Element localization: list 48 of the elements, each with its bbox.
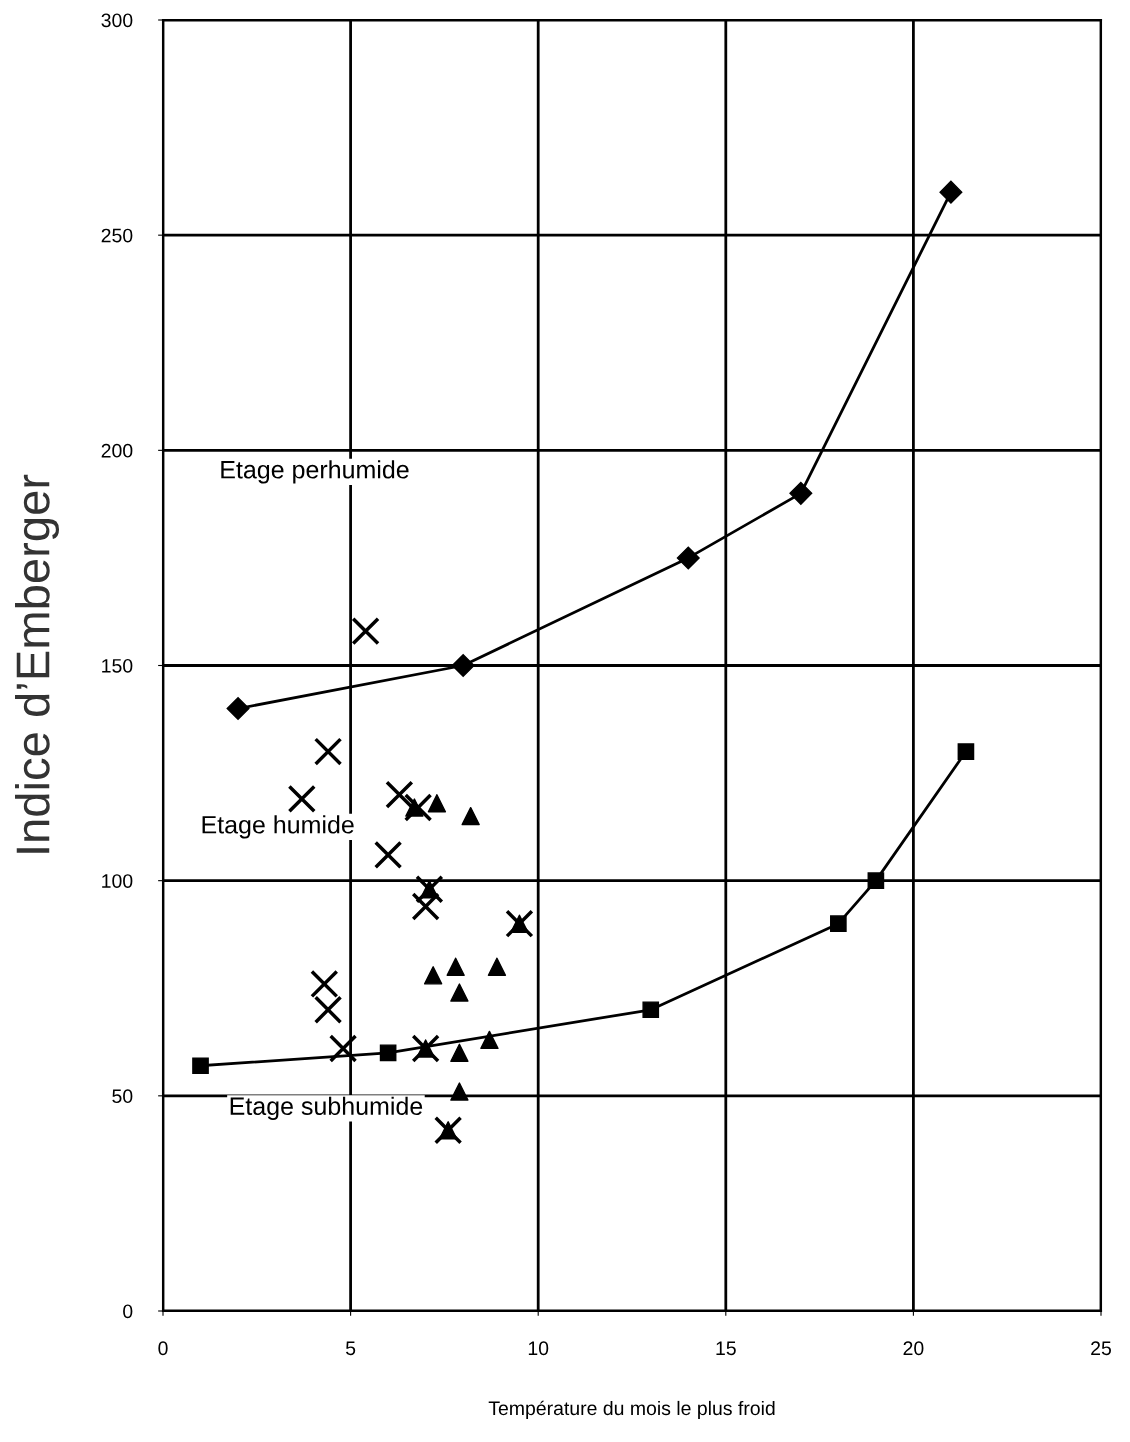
- x-tick-label: 20: [903, 1341, 924, 1356]
- x-tick-label: 10: [528, 1341, 549, 1356]
- point: [310, 969, 339, 999]
- point: [379, 1044, 397, 1062]
- point: [676, 546, 700, 570]
- y-tick-label: 100: [102, 874, 133, 888]
- point: [313, 737, 343, 766]
- y-tick-label: 300: [101, 13, 133, 28]
- point: [957, 743, 975, 760]
- point: [939, 180, 963, 204]
- point: [423, 966, 443, 985]
- point: [328, 1034, 358, 1063]
- point: [373, 840, 403, 870]
- point: [487, 957, 507, 976]
- x-tick-label: 5: [345, 1341, 356, 1356]
- point: [411, 892, 440, 921]
- point: [830, 915, 847, 933]
- point: [287, 784, 316, 814]
- point: [867, 872, 885, 890]
- y-tick-label: 250: [101, 228, 133, 243]
- point: [385, 780, 414, 809]
- point: [226, 697, 250, 721]
- point: [450, 1082, 469, 1101]
- point: [403, 793, 433, 822]
- point: [446, 957, 465, 976]
- point: [450, 1043, 469, 1063]
- point: [450, 983, 469, 1002]
- y-tick-label: 50: [112, 1089, 133, 1104]
- point: [642, 1001, 660, 1019]
- point: [313, 995, 343, 1024]
- x-tick-label: 0: [158, 1341, 168, 1356]
- annotation: Etage subhumide: [230, 1096, 423, 1120]
- point: [451, 654, 475, 677]
- y-tick-label: 0: [123, 1304, 133, 1319]
- y-tick-label: 150: [102, 658, 133, 673]
- y-axis-title: Indice d’Emberger: [15, 474, 60, 853]
- point: [427, 794, 447, 813]
- point: [351, 616, 380, 646]
- x-tick-label: 15: [716, 1341, 736, 1356]
- point: [192, 1057, 209, 1075]
- point: [480, 1030, 499, 1050]
- x-tick-label: 25: [1091, 1341, 1111, 1356]
- point: [789, 481, 813, 505]
- annotation: Etage perhumide: [221, 460, 409, 484]
- y-tick-label: 200: [101, 443, 133, 458]
- x-axis-title: Température du mois le plus froid: [488, 1400, 775, 1420]
- annotation: Etage humide: [202, 815, 354, 839]
- point: [461, 806, 480, 826]
